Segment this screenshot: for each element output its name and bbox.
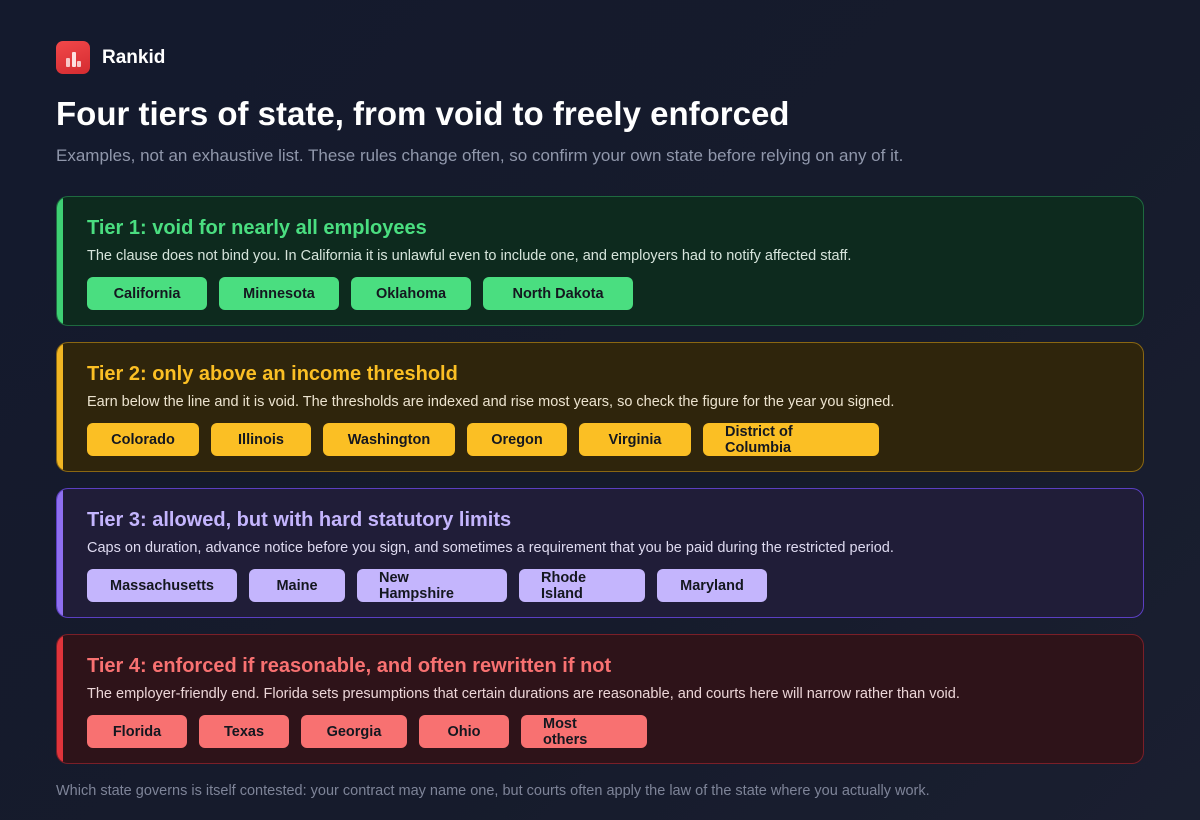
state-chip-washington: Washington: [323, 423, 455, 456]
tier-heading: Tier 1: void for nearly all employees: [87, 217, 427, 239]
state-chip-massachusetts: Massachusetts: [87, 569, 237, 602]
state-chip-district-of-columbia: District of Columbia: [703, 423, 879, 456]
state-chip-california: California: [87, 277, 207, 310]
tier-heading: Tier 3: allowed, but with hard statutory…: [87, 509, 512, 531]
state-chip-oklahoma: Oklahoma: [351, 277, 471, 310]
state-chip-list: California Minnesota Oklahoma North Dako…: [87, 277, 645, 310]
state-chip-texas: Texas: [199, 715, 289, 748]
tier-4-card: Tier 4: enforced if reasonable, and ofte…: [56, 634, 1144, 764]
tier-heading: Tier 2: only above an income threshold: [87, 363, 458, 385]
tier-description: Caps on duration, advance notice before …: [87, 540, 894, 556]
footnote: Which state governs is itself contested:…: [56, 783, 930, 799]
state-chip-list: Massachusetts Maine New Hampshire Rhode …: [87, 569, 779, 602]
tier-description: The employer-friendly end. Florida sets …: [87, 686, 960, 702]
tier-3-card: Tier 3: allowed, but with hard statutory…: [56, 488, 1144, 618]
state-chip-florida: Florida: [87, 715, 187, 748]
state-chip-minnesota: Minnesota: [219, 277, 339, 310]
state-chip-colorado: Colorado: [87, 423, 199, 456]
state-chip-list: Florida Texas Georgia Ohio Most others: [87, 715, 659, 748]
bar-chart-icon: [56, 41, 90, 74]
tier-2-card: Tier 2: only above an income threshold E…: [56, 342, 1144, 472]
state-chip-most-others: Most others: [521, 715, 647, 748]
page-subtitle: Examples, not an exhaustive list. These …: [56, 146, 904, 165]
state-chip-new-hampshire: New Hampshire: [357, 569, 507, 602]
brand: Rankid: [56, 41, 165, 74]
state-chip-maine: Maine: [249, 569, 345, 602]
state-chip-illinois: Illinois: [211, 423, 311, 456]
tier-accent-bar: [57, 343, 63, 471]
state-chip-maryland: Maryland: [657, 569, 767, 602]
tier-accent-bar: [57, 635, 63, 763]
state-chip-list: Colorado Illinois Washington Oregon Virg…: [87, 423, 891, 456]
state-chip-virginia: Virginia: [579, 423, 691, 456]
tier-description: The clause does not bind you. In Califor…: [87, 248, 852, 264]
tier-1-card: Tier 1: void for nearly all employees Th…: [56, 196, 1144, 326]
tier-accent-bar: [57, 489, 63, 617]
state-chip-ohio: Ohio: [419, 715, 509, 748]
state-chip-oregon: Oregon: [467, 423, 567, 456]
state-chip-north-dakota: North Dakota: [483, 277, 633, 310]
page-title: Four tiers of state, from void to freely…: [56, 95, 790, 132]
brand-name: Rankid: [102, 46, 166, 68]
tier-description: Earn below the line and it is void. The …: [87, 394, 895, 410]
state-chip-georgia: Georgia: [301, 715, 407, 748]
state-chip-rhode-island: Rhode Island: [519, 569, 645, 602]
tier-accent-bar: [57, 197, 63, 325]
tier-heading: Tier 4: enforced if reasonable, and ofte…: [87, 655, 612, 677]
